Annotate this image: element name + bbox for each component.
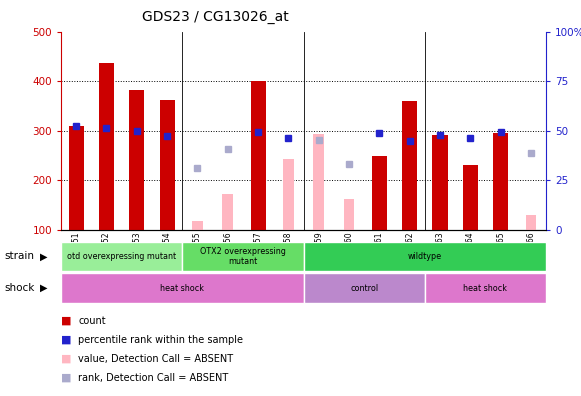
Text: ■: ■ [61, 335, 71, 345]
Text: value, Detection Call = ABSENT: value, Detection Call = ABSENT [78, 354, 234, 364]
Text: ■: ■ [61, 354, 71, 364]
Text: percentile rank within the sample: percentile rank within the sample [78, 335, 243, 345]
Text: ▶: ▶ [40, 283, 47, 293]
Bar [303, 273, 425, 303]
Text: wildtype: wildtype [408, 252, 442, 261]
Text: heat shock: heat shock [160, 284, 205, 293]
Bar [344, 199, 354, 230]
Text: control: control [350, 284, 378, 293]
Bar [425, 273, 546, 303]
Text: strain: strain [5, 251, 35, 261]
Bar [372, 156, 387, 230]
Bar [223, 194, 233, 230]
Bar [493, 133, 508, 230]
Bar [160, 100, 175, 230]
Bar [129, 90, 145, 230]
Bar [462, 165, 478, 230]
Text: heat shock: heat shock [464, 284, 507, 293]
Text: otd overexpressing mutant: otd overexpressing mutant [67, 252, 176, 261]
Text: GDS23 / CG13026_at: GDS23 / CG13026_at [142, 10, 288, 24]
Text: count: count [78, 316, 106, 326]
Text: ■: ■ [61, 316, 71, 326]
Text: rank, Detection Call = ABSENT: rank, Detection Call = ABSENT [78, 373, 229, 383]
Bar [283, 159, 294, 230]
Bar [432, 135, 447, 230]
Bar [182, 242, 303, 271]
Bar [69, 126, 84, 230]
Bar [61, 242, 182, 271]
Bar [250, 81, 266, 230]
Text: shock: shock [5, 283, 35, 293]
Bar [61, 273, 303, 303]
Text: ▶: ▶ [40, 251, 47, 261]
Bar [526, 215, 536, 230]
Bar [313, 133, 324, 230]
Bar [402, 101, 417, 230]
Bar [303, 242, 546, 271]
Text: OTX2 overexpressing
mutant: OTX2 overexpressing mutant [200, 247, 286, 266]
Text: ■: ■ [61, 373, 71, 383]
Bar [99, 63, 114, 230]
Bar [192, 221, 203, 230]
